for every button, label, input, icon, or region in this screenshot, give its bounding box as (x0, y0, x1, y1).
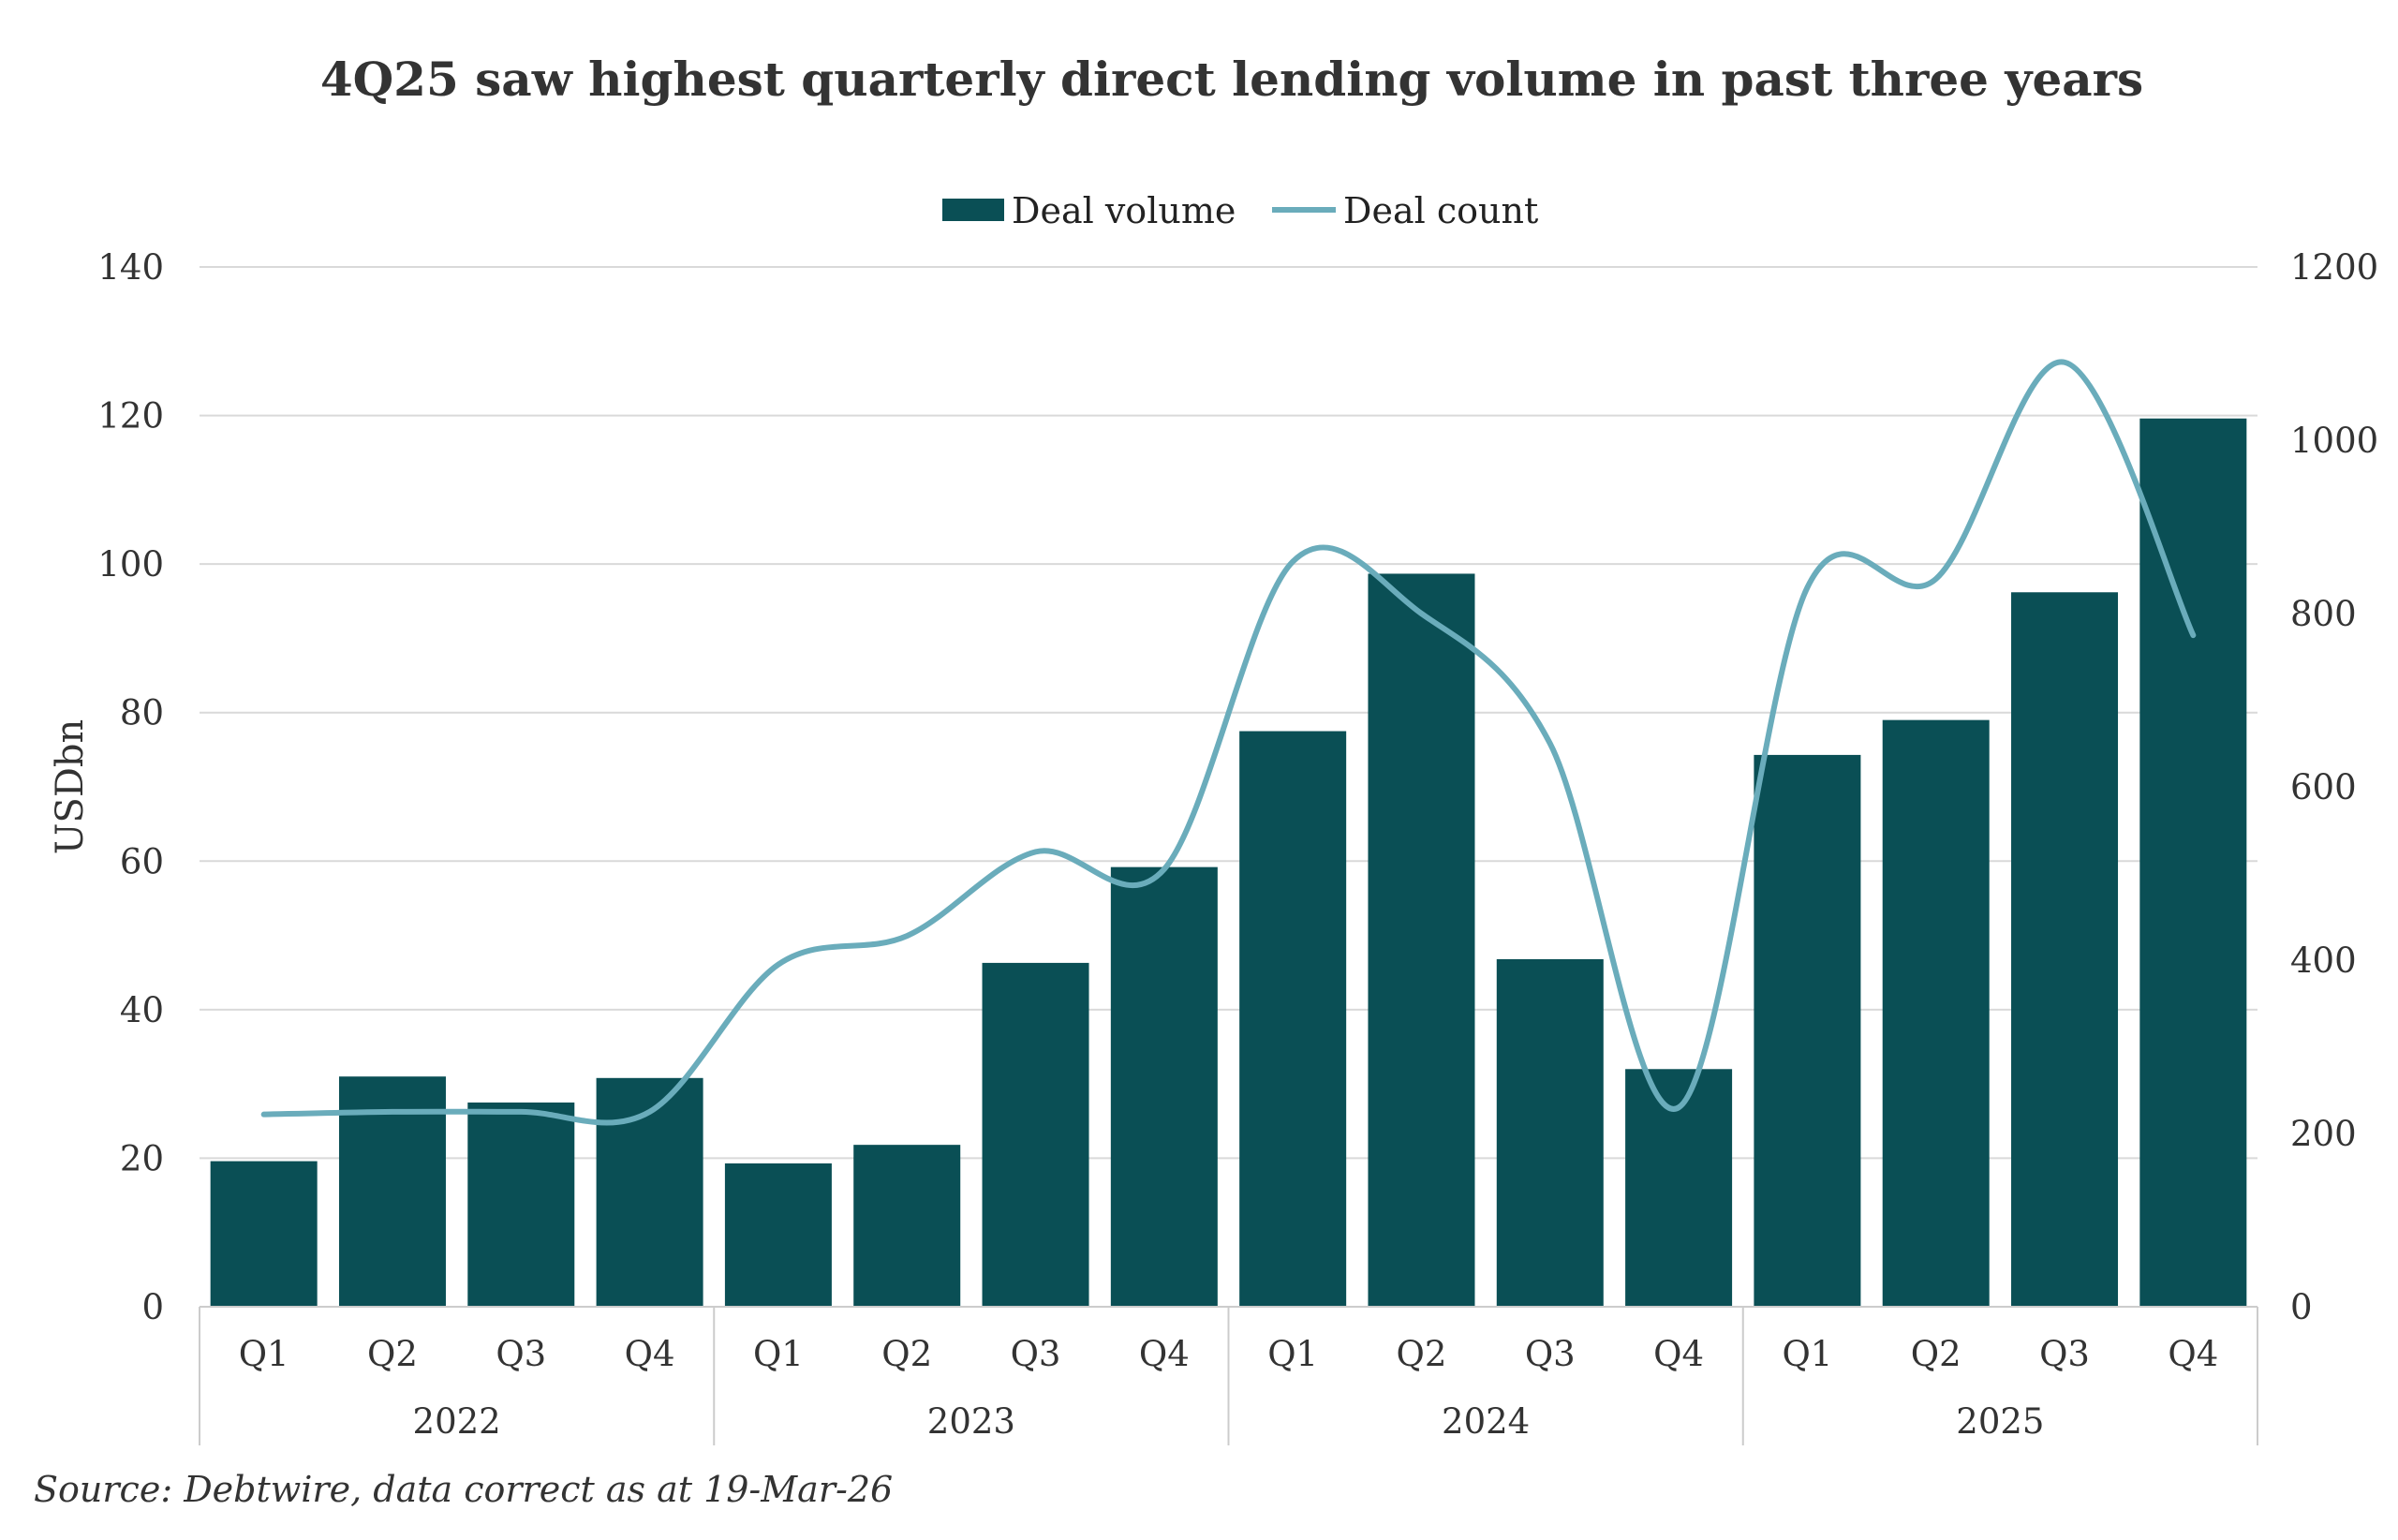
right-tick-label: 1200 (2290, 247, 2378, 288)
x-tick-label: Q2 (1397, 1334, 1447, 1374)
x-tick-label: Q1 (239, 1334, 289, 1374)
bar (467, 1102, 575, 1307)
chart-title: 4Q25 saw highest quarterly direct lendin… (320, 52, 2143, 107)
bar (2139, 418, 2247, 1307)
bar (853, 1145, 961, 1307)
x-tick-label: Q2 (367, 1334, 418, 1374)
source-note: Source: Debtwire, data correct as at 19-… (34, 1469, 893, 1510)
right-tick-label: 600 (2290, 767, 2357, 807)
x-tick-label: Q3 (2039, 1334, 2090, 1374)
left-tick-label: 20 (120, 1138, 164, 1178)
x-tick-label: Q2 (1911, 1334, 1961, 1374)
right-tick-label: 800 (2290, 594, 2357, 634)
left-tick-label: 140 (97, 247, 164, 288)
legend-label-deal-count: Deal count (1343, 190, 1538, 231)
deal-count-line (260, 359, 2197, 1126)
bar (1110, 866, 1218, 1307)
bar (2011, 592, 2119, 1307)
x-tick-label: Q4 (2168, 1334, 2218, 1374)
right-tick-label: 200 (2290, 1114, 2357, 1154)
x-group-label: 2025 (1956, 1401, 2044, 1442)
y-axis-label: USDbn (49, 719, 92, 855)
bar (982, 962, 1089, 1307)
bar (1882, 719, 1990, 1307)
deal-volume-bars (210, 418, 2247, 1307)
x-tick-label: Q1 (753, 1334, 804, 1374)
x-tick-label: Q3 (1011, 1334, 1061, 1374)
x-tick-label: Q2 (881, 1334, 932, 1374)
left-tick-label: 120 (97, 396, 164, 437)
bar (210, 1161, 318, 1307)
x-axis: Q1 Q2 Q3 Q4 Q1 Q2 Q3 Q4 Q1 Q2 Q3 Q4 Q1 Q2 Q3 Q4 2022 2023… (199, 1306, 2258, 1445)
right-axis-ticks: 0 200 400 600 800 1000 1200 (2290, 247, 2378, 1327)
bar (1239, 731, 1347, 1307)
bar (596, 1077, 703, 1307)
bar (1496, 958, 1604, 1307)
x-group-label: 2023 (927, 1401, 1015, 1442)
left-tick-label: 60 (120, 841, 164, 881)
left-tick-label: 80 (120, 693, 164, 733)
left-tick-label: 100 (97, 544, 164, 585)
bar (1368, 573, 1475, 1307)
x-tick-label: Q4 (625, 1334, 675, 1374)
x-tick-label: Q3 (496, 1334, 546, 1374)
bar (724, 1162, 832, 1307)
x-tick-label: Q4 (1139, 1334, 1190, 1374)
right-tick-label: 1000 (2290, 421, 2378, 461)
right-tick-label: 400 (2290, 940, 2357, 981)
deal-count-path (260, 359, 2197, 1126)
x-tick-label: Q1 (1267, 1334, 1318, 1374)
x-tick-label: Q4 (1653, 1334, 1704, 1374)
right-tick-label: 0 (2290, 1287, 2313, 1327)
left-tick-label: 40 (120, 990, 164, 1030)
x-group-label: 2022 (413, 1401, 501, 1442)
left-axis-ticks: 0 20 40 60 80 100 120 140 (97, 247, 164, 1327)
legend: Deal volume Deal count (942, 190, 1538, 231)
legend-swatch-deal-volume (942, 199, 1004, 221)
x-group-label: 2024 (1442, 1401, 1530, 1442)
legend-label-deal-volume: Deal volume (1012, 190, 1236, 231)
left-tick-label: 0 (141, 1287, 164, 1327)
x-tick-label: Q1 (1782, 1334, 1832, 1374)
bar (1754, 754, 1861, 1307)
x-tick-label: Q3 (1525, 1334, 1576, 1374)
